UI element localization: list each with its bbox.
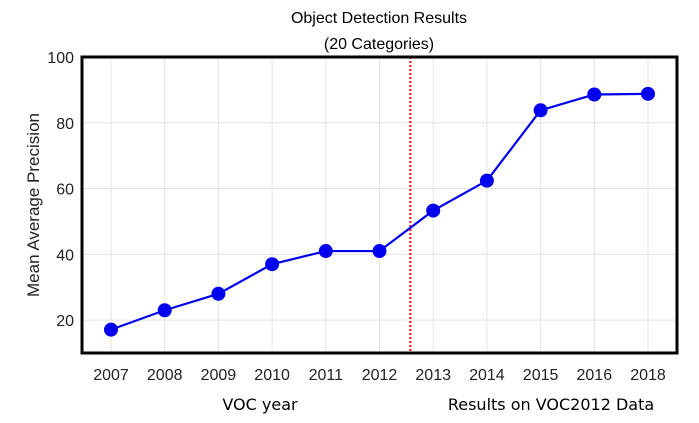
x-tick-label: 2009 (201, 367, 237, 384)
y-tick-label: 100 (47, 50, 74, 67)
x-tick-label: 2013 (415, 367, 451, 384)
x-axis-label: VOC year (222, 395, 298, 414)
data-point (157, 303, 172, 318)
y-axis-label: Mean Average Precision (24, 113, 43, 297)
x-tick-label: 2018 (630, 367, 666, 384)
series-layer (104, 86, 655, 337)
y-tick-label: 40 (56, 247, 74, 264)
x-tick-label: 2015 (523, 367, 559, 384)
x-tick-label: 2014 (469, 367, 505, 384)
data-point (265, 257, 280, 272)
plot-frame (80, 55, 679, 355)
y-tick-label: 80 (56, 116, 74, 133)
data-point (104, 322, 118, 337)
data-point (372, 244, 387, 259)
results-annotation: Results on VOC2012 Data (448, 395, 654, 414)
chart-title-line-2: (20 Categories) (324, 36, 434, 53)
data-point (533, 103, 548, 118)
x-tick-label: 2011 (309, 367, 344, 384)
y-tick-labels: 20 40 60 80 100 (47, 50, 74, 330)
data-point (587, 87, 602, 102)
x-tick-label: 2010 (254, 367, 290, 384)
data-point (641, 86, 655, 101)
y-tick-label: 20 (56, 313, 74, 330)
data-point (211, 286, 226, 301)
y-tick-label: 60 (56, 182, 74, 199)
chart-title-line-1: Object Detection Results (291, 10, 467, 27)
x-tick-label: 2016 (577, 367, 613, 384)
x-tick-label: 2007 (93, 367, 129, 384)
x-tick-label: 2012 (362, 367, 398, 384)
data-point (479, 173, 494, 188)
data-point (318, 244, 333, 259)
x-tick-labels: 2007 2008 2009 2010 2011 2012 2013 2014 2015 2016… (93, 367, 666, 384)
x-tick-label: 2008 (147, 367, 183, 384)
data-point (426, 203, 441, 218)
